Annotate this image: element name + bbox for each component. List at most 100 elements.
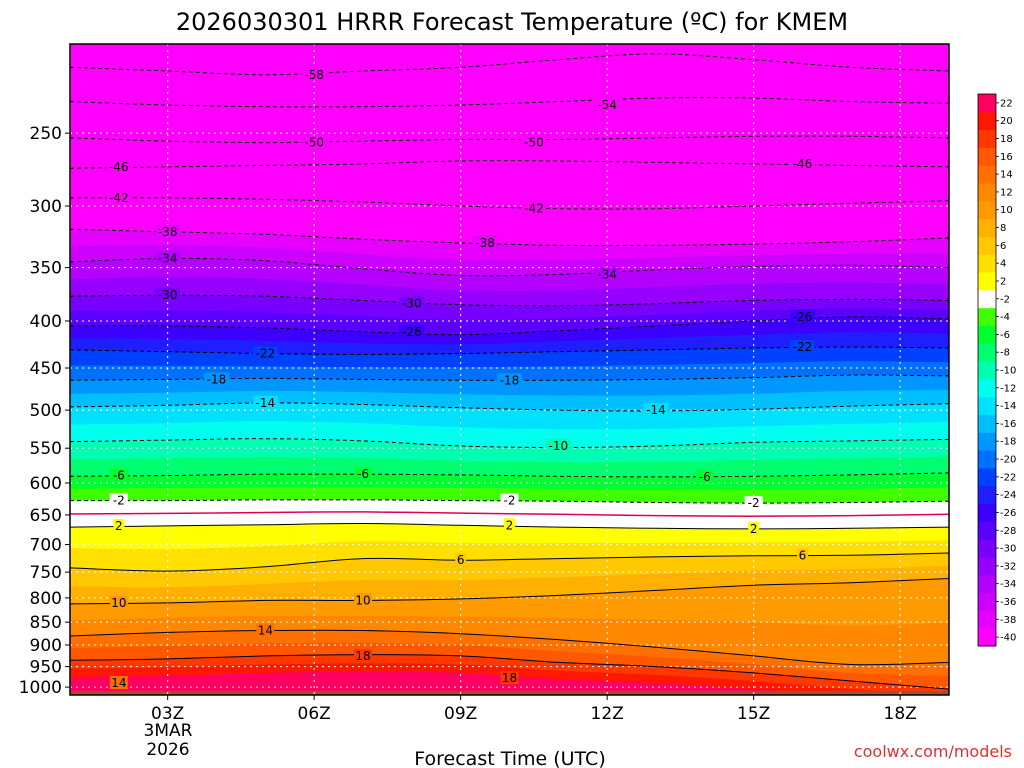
colorbar-tick-label: 6 — [1000, 241, 1006, 252]
colorbar-tick-label: -14 — [1000, 401, 1016, 412]
isotherm-label-bg — [521, 135, 547, 149]
colorbar-tick-label: 20 — [1000, 116, 1013, 127]
isotherm-label-bg — [204, 372, 229, 386]
colorbar: -40-38-36-34-32-30-28-26-24-22-20-18-16-… — [977, 93, 1016, 647]
isotherm-label-bg — [399, 324, 425, 338]
isotherm-label-text: -2 — [748, 496, 760, 510]
colorbar-tick-label: -32 — [1000, 561, 1016, 572]
isotherm-label: -30 — [399, 296, 425, 311]
isotherm-label-bg — [500, 493, 519, 507]
x-tick-label: 06Z — [298, 704, 331, 724]
isotherm-label-text: -42 — [109, 191, 129, 205]
isotherm-label: -18 — [204, 372, 229, 386]
isotherm-label-bg — [252, 395, 278, 409]
isotherm-label-bg — [497, 373, 522, 387]
isotherm-label: -14 — [643, 403, 669, 417]
y-tick-label: 400 — [30, 312, 62, 332]
isotherm-label-text: -6 — [357, 467, 369, 481]
isotherm-label-text: -46 — [109, 160, 129, 174]
isotherm-label: 6 — [455, 553, 467, 567]
isotherm-label-text: -2 — [113, 494, 125, 508]
isotherm-label-bg — [521, 201, 547, 215]
y-tick-label: 550 — [30, 439, 62, 459]
isotherm-label-text: -14 — [646, 403, 666, 417]
isotherm-label-bg — [545, 439, 571, 453]
colorbar-swatch — [978, 574, 996, 594]
x-axis-label: Forecast Time (UTC) — [414, 748, 605, 768]
isotherm-label-text: -54 — [597, 98, 617, 112]
colorbar-swatch — [978, 556, 996, 576]
colorbar-swatch — [978, 628, 996, 647]
isotherm-label-bg — [504, 518, 515, 532]
isotherm-label: 2 — [504, 518, 515, 532]
isotherm-label-text: 10 — [355, 593, 370, 607]
x-date-label-month: 3MAR — [144, 721, 193, 741]
colorbar-swatch — [978, 503, 996, 522]
isotherm-label-text: -34 — [158, 251, 178, 265]
isotherm-label-text: 14 — [111, 676, 126, 690]
isotherm-label-text: -50 — [524, 136, 544, 150]
isotherm-label-text: -34 — [597, 267, 617, 281]
isotherm-label: 10 — [109, 595, 128, 610]
isotherm-label-bg — [472, 235, 498, 249]
isotherm-label-bg — [301, 135, 327, 149]
colorbar-swatch — [978, 129, 996, 148]
colorbar-swatch — [978, 200, 996, 220]
isotherm-label-text: -22 — [256, 347, 276, 361]
colorbar-tick-label: -20 — [1000, 455, 1016, 466]
credit-text: coolwx.com/models — [854, 742, 1012, 761]
isotherm-label-bg — [797, 548, 808, 562]
colorbar-tick-label: 18 — [1000, 134, 1013, 145]
isotherm-label: -2 — [500, 493, 519, 508]
isotherm-label: -42 — [106, 190, 132, 205]
isotherm-label-bg — [155, 251, 181, 265]
isotherm-label: 18 — [354, 648, 372, 663]
isotherm-label-text: -6 — [699, 470, 711, 484]
isotherm-label: 6 — [797, 548, 808, 562]
isotherm-label: -14 — [252, 395, 278, 410]
isotherm-label: -50 — [521, 135, 547, 150]
isotherm-label-text: 14 — [258, 624, 273, 638]
colorbar-swatch — [978, 183, 996, 202]
isotherm-label-text: -18 — [500, 373, 520, 387]
isotherm-label-text: -6 — [113, 469, 125, 483]
colorbar-swatch — [978, 325, 996, 344]
isotherm-label-text: 18 — [355, 649, 370, 663]
colorbar-tick-label: -2 — [1000, 294, 1010, 305]
colorbar-swatch — [978, 254, 996, 273]
colorbar-tick-label: -6 — [1000, 330, 1010, 341]
colorbar-swatch — [978, 218, 996, 237]
x-tick-label: 18Z — [884, 704, 917, 724]
y-tick-label: 650 — [30, 506, 62, 526]
isotherm-label-text: -14 — [256, 396, 276, 410]
colorbar-tick-label: 14 — [1000, 170, 1013, 181]
isotherm-label-bg — [109, 493, 128, 507]
colorbar-tick-label: 16 — [1000, 152, 1013, 163]
colorbar-tick-label: -30 — [1000, 544, 1016, 555]
isotherm-label-text: -50 — [304, 136, 324, 150]
colorbar-swatch — [978, 307, 996, 326]
isotherm-label-text: 6 — [799, 548, 807, 562]
isotherm-line — [70, 629, 949, 666]
colorbar-tick-label: -38 — [1000, 615, 1016, 626]
isotherm-label: -34 — [594, 267, 620, 281]
colorbar-swatch — [978, 111, 996, 131]
colorbar-tick-label: 8 — [1000, 223, 1006, 234]
colorbar-tick-label: -10 — [1000, 366, 1016, 377]
isotherm-label-bg — [301, 67, 327, 81]
isotherm-line — [70, 654, 949, 690]
isotherm-label-text: 6 — [457, 553, 465, 567]
ground-surface — [70, 691, 949, 695]
isotherm-label: -22 — [252, 346, 278, 361]
isotherm-label: -6 — [109, 468, 128, 483]
colorbar-swatch — [978, 467, 996, 487]
isotherm-label-bg — [500, 671, 519, 685]
colorbar-swatch — [978, 94, 996, 113]
y-tick-label: 500 — [30, 401, 62, 421]
isotherm-label-text: -46 — [793, 157, 813, 171]
isotherm-label-bg — [155, 288, 181, 302]
isotherm-label: -54 — [594, 98, 620, 112]
isotherm-label-text: -2 — [504, 494, 516, 508]
colorbar-tick-label: -26 — [1000, 508, 1016, 519]
isotherm-label-text: 10 — [111, 596, 126, 610]
